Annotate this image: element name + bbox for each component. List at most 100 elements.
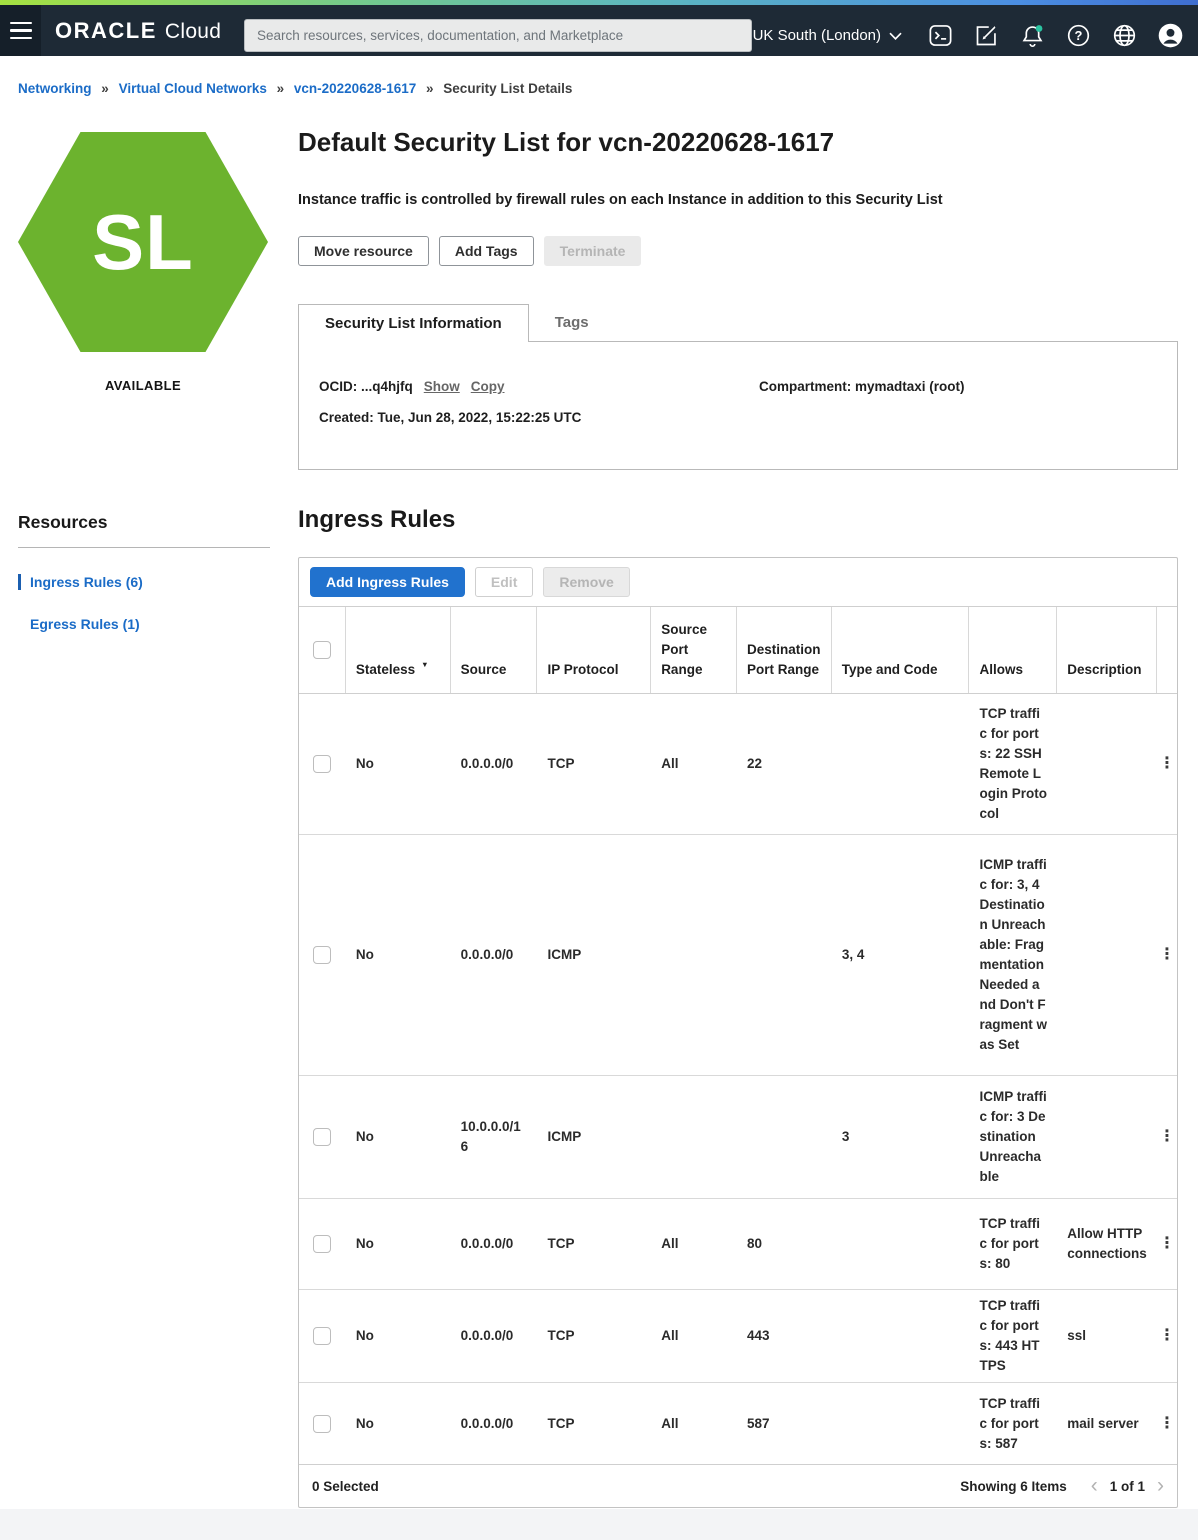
resources-sidebar: Resources Ingress Rules (6) Egress Rules… — [18, 512, 270, 632]
table-toolbar: Add Ingress Rules Edit Remove — [299, 558, 1177, 607]
cell-allows: TCP traffic for ports: 22 SSH Remote Log… — [979, 706, 1047, 821]
notifications-bell-icon[interactable] — [1019, 22, 1046, 49]
cloud-shell-icon[interactable] — [927, 22, 954, 49]
table-row[interactable]: No 0.0.0.0/0 TCP All 587 TCP traffic for… — [299, 1383, 1177, 1464]
cell-source-port-range — [651, 1131, 737, 1143]
breadcrumb-current: Security List Details — [443, 81, 573, 96]
language-globe-icon[interactable] — [1111, 22, 1138, 49]
remove-button[interactable]: Remove — [543, 567, 630, 597]
column-header-allows: Allows — [969, 607, 1058, 693]
cell-source: 0.0.0.0/0 — [460, 1328, 514, 1343]
cell-ip-protocol: ICMP — [547, 947, 582, 962]
cell-source-port-range — [651, 949, 737, 961]
ingress-rules-table: Add Ingress Rules Edit Remove Stateless … — [298, 557, 1178, 1508]
region-selector[interactable]: UK South (London) — [753, 27, 902, 44]
column-header-ip-protocol: IP Protocol — [537, 607, 652, 693]
breadcrumb-separator: » — [426, 81, 434, 96]
cell-destination-port-range: 80 — [747, 1236, 763, 1251]
breadcrumb-virtual-cloud-networks[interactable]: Virtual Cloud Networks — [118, 81, 267, 96]
table-row[interactable]: No 10.0.0.0/16 ICMP 3 ICMP traffic for: … — [299, 1076, 1177, 1199]
table-row[interactable]: No 0.0.0.0/0 TCP All 80 TCP traffic for … — [299, 1199, 1177, 1290]
logo-cloud-text: Cloud — [164, 19, 222, 43]
cell-type-and-code — [832, 1418, 970, 1430]
cell-stateless: No — [355, 756, 374, 771]
pagination-prev-icon[interactable]: ‹ — [1090, 1474, 1098, 1497]
pagination-next-icon[interactable]: › — [1157, 1474, 1164, 1497]
row-actions-kebab-icon[interactable]: ⋮ — [1159, 946, 1176, 963]
cell-checkbox — [299, 1409, 346, 1439]
tab-security-list-information[interactable]: Security List Information — [298, 304, 529, 342]
cell-allows: ICMP traffic for: 3 Destination Unreacha… — [979, 1089, 1047, 1184]
cell-ip-protocol: TCP — [547, 1236, 575, 1251]
table-row[interactable]: No 0.0.0.0/0 ICMP 3, 4 ICMP traffic for:… — [299, 835, 1177, 1076]
cell-source: 0.0.0.0/0 — [460, 947, 514, 962]
tab-tags[interactable]: Tags — [554, 313, 589, 331]
row-checkbox[interactable] — [313, 1327, 332, 1345]
sidebar-item-ingress-rules[interactable]: Ingress Rules (6) — [18, 574, 270, 590]
row-actions-kebab-icon[interactable]: ⋮ — [1159, 1235, 1176, 1252]
column-header-source-port-range: Source Port Range — [651, 607, 737, 693]
compartment-value: Compartment: mymadtaxi (root) — [759, 379, 965, 394]
column-header-destination-port-range: Destination Port Range — [737, 607, 832, 693]
ocid-show-link[interactable]: Show — [423, 379, 460, 394]
breadcrumb-vcn[interactable]: vcn-20220628-1617 — [293, 81, 417, 96]
cell-checkbox — [299, 749, 346, 779]
page-actions: Move resource Add Tags Terminate — [298, 236, 1178, 266]
oracle-cloud-logo[interactable]: ORACLE Cloud — [55, 18, 221, 44]
sidebar-item-egress-rules[interactable]: Egress Rules (1) — [30, 616, 140, 632]
cell-allows: ICMP traffic for: 3, 4 Destination Unrea… — [979, 857, 1047, 1052]
edit-announcements-icon[interactable] — [973, 22, 1000, 49]
select-all-checkbox[interactable] — [312, 641, 331, 659]
pagination-page-indicator: 1 of 1 — [1109, 1478, 1145, 1494]
cell-stateless: No — [355, 1129, 374, 1144]
add-ingress-rules-button[interactable]: Add Ingress Rules — [310, 567, 465, 597]
table-footer: 0 Selected Showing 6 Items ‹ 1 of 1 › — [299, 1464, 1177, 1507]
row-actions-kebab-icon[interactable]: ⋮ — [1159, 1128, 1176, 1145]
cell-allows: TCP traffic for ports: 587 — [979, 1395, 1040, 1451]
cell-type-and-code — [832, 758, 970, 770]
row-actions-kebab-icon[interactable]: ⋮ — [1159, 755, 1176, 772]
row-checkbox[interactable] — [313, 1128, 332, 1146]
cell-source-port-range: All — [661, 1236, 679, 1251]
row-checkbox[interactable] — [313, 1235, 332, 1253]
search-input[interactable] — [244, 19, 752, 52]
table-row[interactable]: No 0.0.0.0/0 TCP All 22 TCP traffic for … — [299, 694, 1177, 835]
move-resource-button[interactable]: Move resource — [298, 236, 429, 266]
column-header-type-and-code: Type and Code — [832, 607, 970, 693]
cell-ip-protocol: TCP — [547, 756, 575, 771]
brand-gradient-bar — [0, 0, 1198, 5]
cell-allows: TCP traffic for ports: 80 — [979, 1216, 1040, 1271]
row-actions-kebab-icon[interactable]: ⋮ — [1159, 1327, 1176, 1344]
cell-type-and-code — [832, 1238, 970, 1250]
cell-ip-protocol: ICMP — [547, 1129, 582, 1144]
region-label: UK South (London) — [752, 27, 881, 44]
cell-checkbox — [299, 1321, 346, 1351]
page-subtitle: Instance traffic is controlled by firewa… — [298, 192, 943, 208]
column-header-stateless[interactable]: Stateless ▼ — [346, 607, 451, 693]
selected-count: 0 Selected — [312, 1478, 379, 1494]
security-list-hexagon-icon: SL — [18, 132, 268, 352]
cell-checkbox — [299, 940, 346, 970]
terminate-button[interactable]: Terminate — [543, 236, 642, 266]
cell-source: 0.0.0.0/0 — [460, 756, 514, 771]
cell-checkbox — [299, 1122, 346, 1152]
add-tags-button[interactable]: Add Tags — [438, 236, 534, 266]
divider — [18, 547, 270, 548]
breadcrumb-networking[interactable]: Networking — [18, 81, 92, 96]
edit-button[interactable]: Edit — [474, 567, 534, 597]
hamburger-menu-icon[interactable] — [0, 5, 41, 56]
row-checkbox[interactable] — [313, 946, 332, 964]
row-actions-kebab-icon[interactable]: ⋮ — [1159, 1414, 1176, 1432]
row-checkbox[interactable] — [313, 1414, 332, 1433]
hexagon-label: SL — [92, 197, 194, 286]
row-checkbox[interactable] — [313, 755, 332, 773]
page-bottom-strip — [0, 1509, 1198, 1540]
showing-items-count: Showing 6 Items — [960, 1478, 1067, 1494]
help-icon[interactable]: ? — [1065, 22, 1092, 49]
table-row[interactable]: No 0.0.0.0/0 TCP All 443 TCP traffic for… — [299, 1290, 1177, 1383]
ocid-copy-link[interactable]: Copy — [470, 379, 505, 394]
cell-stateless: No — [355, 1236, 374, 1251]
cell-source: 0.0.0.0/0 — [460, 1236, 514, 1251]
user-avatar[interactable] — [1157, 22, 1184, 49]
cell-stateless: No — [355, 1328, 374, 1343]
